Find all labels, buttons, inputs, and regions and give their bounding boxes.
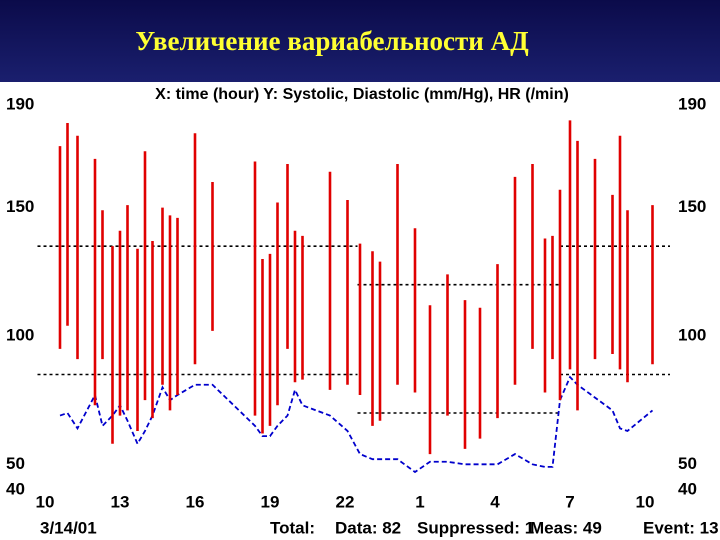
y2-tick-label: 190 xyxy=(678,94,706,113)
x-tick-label: 10 xyxy=(636,492,655,511)
y2-tick-label: 50 xyxy=(678,454,697,473)
footer-text: Event: 13 xyxy=(643,518,719,537)
slide-title: Увеличение вариабельности АД xyxy=(135,26,529,56)
chart-title: X: time (hour) Y: Systolic, Diastolic (m… xyxy=(155,86,569,103)
x-tick-label: 19 xyxy=(261,492,280,511)
x-tick-label: 13 xyxy=(111,492,130,511)
x-tick-label: 4 xyxy=(490,492,500,511)
footer-text: 3/14/01 xyxy=(40,518,97,537)
y2-tick-label: 40 xyxy=(678,479,697,498)
y-tick-label: 50 xyxy=(6,454,25,473)
footer-text: Total: xyxy=(270,518,315,537)
y2-tick-label: 100 xyxy=(678,325,706,344)
x-tick-label: 7 xyxy=(565,492,574,511)
header-band xyxy=(0,0,720,82)
y-tick-label: 100 xyxy=(6,325,34,344)
x-tick-label: 10 xyxy=(36,492,55,511)
x-tick-label: 1 xyxy=(415,492,424,511)
hr-line xyxy=(59,375,654,474)
footer-text: Meas: 49 xyxy=(530,518,602,537)
footer-text: Data: 82 xyxy=(335,518,401,537)
x-tick-label: 22 xyxy=(336,492,355,511)
y-tick-label: 150 xyxy=(6,197,34,216)
y-tick-label: 40 xyxy=(6,479,25,498)
y-tick-label: 190 xyxy=(6,94,34,113)
x-tick-label: 16 xyxy=(186,492,205,511)
y2-tick-label: 150 xyxy=(678,197,706,216)
footer-text: Suppressed: 1 xyxy=(417,518,534,537)
